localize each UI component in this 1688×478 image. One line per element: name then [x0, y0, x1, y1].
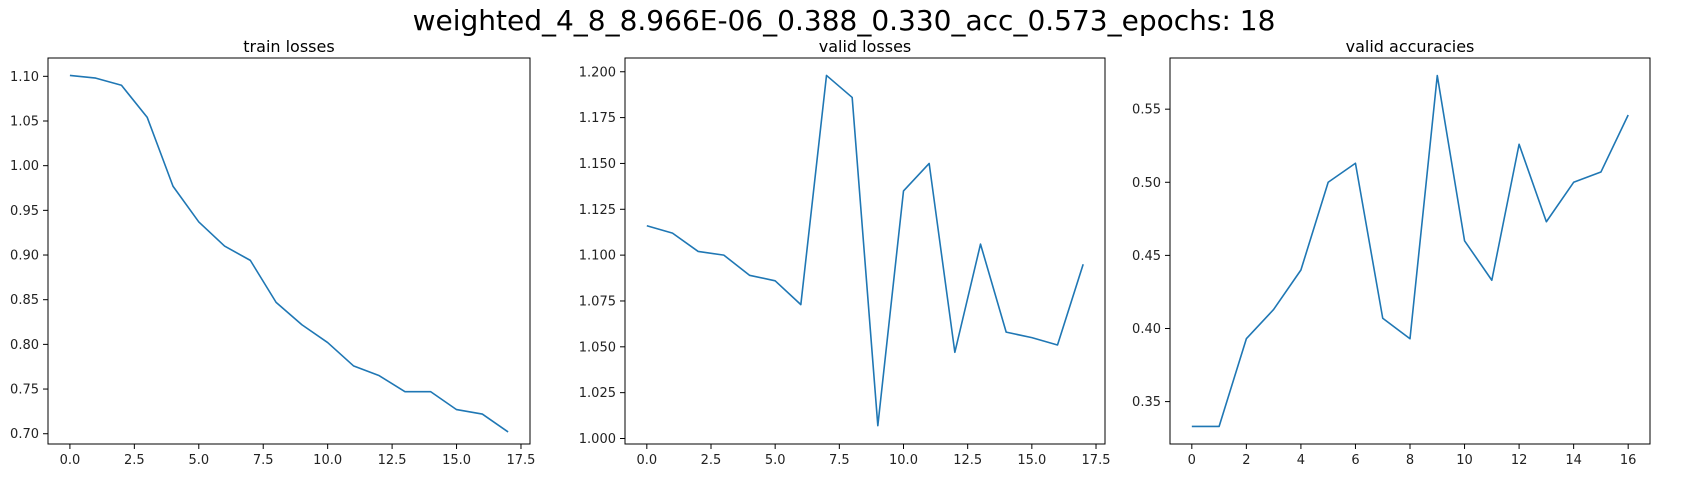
y-tick-label: 1.125	[579, 203, 616, 218]
x-tick-label: 12.5	[378, 453, 407, 468]
y-tick-label: 0.75	[10, 383, 39, 398]
x-tick-label: 2	[1242, 453, 1250, 468]
chart-title: train losses	[243, 37, 334, 56]
x-tick-label: 17.5	[507, 453, 536, 468]
chart-1: train losses 0.0 2.5 5.0 7.5 10.0 12.5 15.0 17.5…	[10, 37, 535, 468]
x-tick-label: 16	[1620, 453, 1637, 468]
x-tick-label: 17.5	[1082, 453, 1111, 468]
chart-title: valid accuracies	[1346, 37, 1475, 56]
y-tick-label: 1.05	[10, 114, 39, 129]
x-tick-label: 12	[1511, 453, 1528, 468]
x-tick-label: 2.5	[701, 453, 722, 468]
chart-3: valid accuracies 0 2 4 6 8 10 12 14 16 0.35 0.40 0.4…	[1132, 37, 1651, 468]
y-tick-label: 0.50	[1132, 176, 1161, 191]
axes-frame	[1169, 57, 1651, 445]
x-tick-label: 7.5	[829, 453, 850, 468]
axes-frame	[47, 57, 531, 445]
x-tick-label: 0	[1188, 453, 1196, 468]
x-tick-label: 12.5	[953, 453, 982, 468]
x-tick-label: 4	[1297, 453, 1305, 468]
y-tick-label: 1.100	[579, 249, 616, 264]
x-tick-label: 10.0	[313, 453, 342, 468]
y-tick-label: 0.55	[1132, 103, 1161, 118]
figure-suptitle: weighted_4_8_8.966E-06_0.388_0.330_acc_0…	[412, 4, 1276, 37]
axes-frame	[624, 57, 1106, 445]
x-tick-label: 15.0	[442, 453, 471, 468]
y-tick-label: 1.000	[579, 432, 616, 447]
y-tick-label: 1.150	[579, 157, 616, 172]
series-line	[1191, 74, 1629, 428]
y-tick-label: 0.90	[10, 249, 39, 264]
x-tick-label: 10	[1456, 453, 1473, 468]
x-tick-label: 6	[1351, 453, 1359, 468]
y-tick-label: 1.050	[579, 340, 616, 355]
x-tick-label: 5.0	[765, 453, 786, 468]
y-tick-label: 0.45	[1132, 249, 1161, 264]
y-tick-label: 0.80	[10, 338, 39, 353]
x-tick-label: 0.0	[60, 453, 81, 468]
x-tick-label: 0.0	[636, 453, 657, 468]
chart-2: valid losses 0.0 2.5 5.0 7.5 10.0 12.5 15.0 17.5…	[579, 37, 1111, 468]
y-tick-label: 0.70	[10, 427, 39, 442]
y-tick-label: 1.00	[10, 159, 39, 174]
x-tick-label: 7.5	[253, 453, 274, 468]
series-line	[646, 74, 1084, 427]
y-tick-label: 0.35	[1132, 395, 1161, 410]
y-tick-label: 1.075	[579, 294, 616, 309]
x-tick-label: 10.0	[889, 453, 918, 468]
x-tick-label: 2.5	[124, 453, 145, 468]
chart-title: valid losses	[819, 37, 912, 56]
y-tick-label: 0.85	[10, 293, 39, 308]
y-tick-label: 1.200	[579, 65, 616, 80]
y-tick-label: 0.40	[1132, 322, 1161, 337]
series-line	[69, 74, 509, 433]
x-tick-label: 15.0	[1017, 453, 1046, 468]
y-tick-label: 1.175	[579, 111, 616, 126]
x-tick-label: 5.0	[188, 453, 209, 468]
y-tick-label: 0.95	[10, 204, 39, 219]
y-tick-label: 1.10	[10, 70, 39, 85]
x-tick-label: 8	[1406, 453, 1414, 468]
x-tick-label: 14	[1565, 453, 1582, 468]
y-tick-label: 1.025	[579, 386, 616, 401]
